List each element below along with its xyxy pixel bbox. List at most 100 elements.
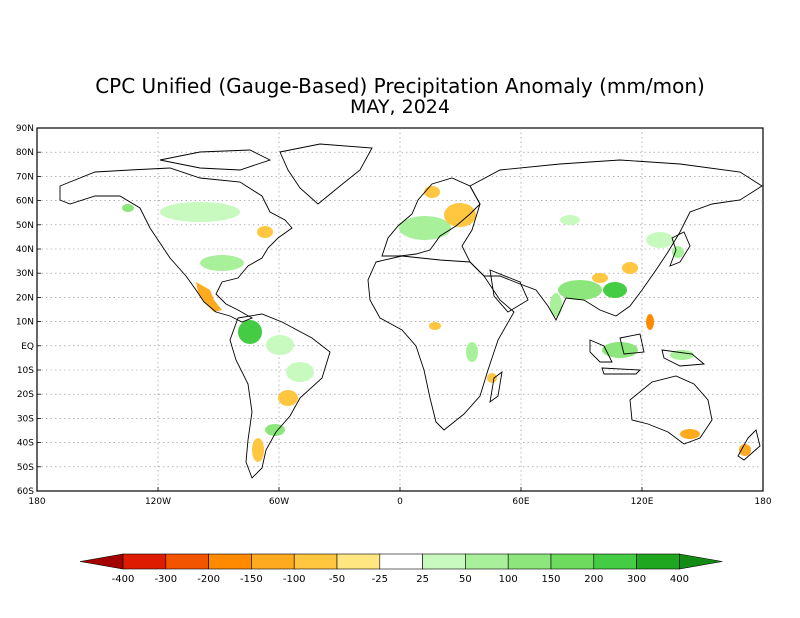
- anomaly-dry-mozambique: [487, 373, 497, 383]
- coast-new-zealand: [737, 429, 761, 461]
- colorbar-swatch: [208, 553, 252, 570]
- lon-tick-label: 0: [397, 497, 403, 507]
- anomaly-dry-china: [592, 273, 608, 283]
- coast-madagascar: [489, 370, 503, 404]
- anomaly-wet-south-china: [603, 282, 627, 298]
- anomaly-dry-new-zealand: [739, 444, 751, 456]
- anomaly-dry-east-china: [622, 262, 638, 274]
- coast-south-america: [229, 313, 331, 479]
- coast-asia: [461, 159, 763, 321]
- colorbar-swatch: [593, 553, 637, 570]
- lon-tick-label: 180: [754, 497, 771, 507]
- colorbar-swatch: [165, 553, 209, 570]
- colorbar-label: -100: [283, 574, 306, 585]
- latitude-ticks: 90N 80N 70N 60N 50N 40N 30N 20N 10N EQ 10S 20S 30S 40…: [16, 124, 41, 497]
- colorbar-swatch: [507, 553, 552, 570]
- anomaly-dry-philippines: [646, 314, 654, 330]
- anomaly-wet-europe: [399, 216, 451, 240]
- colorbar-label: 100: [499, 574, 518, 585]
- longitude-ticks: 180 120W 60W 0 60E 120E 180: [28, 487, 772, 507]
- colorbar-label: -300: [154, 574, 177, 585]
- colorbar-label: -400: [112, 574, 135, 585]
- lon-tick-label: 60W: [269, 497, 289, 507]
- anomaly-dry-mexico: [196, 282, 222, 312]
- anomaly-dry-west-africa: [429, 322, 441, 330]
- colorbar-swatch: [465, 553, 509, 570]
- lat-tick-label: 30N: [16, 269, 34, 279]
- colorbar-swatch: [122, 553, 167, 570]
- colorbar-swatch: [422, 553, 466, 570]
- coast-indonesia: [589, 333, 645, 375]
- anomaly-wet-east-africa: [466, 342, 478, 362]
- lat-tick-label: 70N: [16, 172, 34, 182]
- anomaly-wet-alaska: [122, 204, 134, 212]
- colorbar-label: 300: [627, 574, 646, 585]
- anomaly-shading: [122, 186, 751, 462]
- lat-tick-label: 20N: [16, 293, 34, 303]
- colorbar-label: -50: [329, 574, 345, 585]
- lat-tick-label: 60N: [16, 197, 34, 207]
- map-title: CPC Unified (Gauge-Based) Precipitation …: [95, 74, 705, 98]
- colorbar-swatch: [636, 553, 680, 570]
- colorbar-label: 150: [541, 574, 560, 585]
- anomaly-wet-colombia: [238, 320, 262, 344]
- lon-tick-label: 120E: [631, 497, 654, 507]
- lat-tick-label: 30S: [17, 414, 34, 424]
- lat-tick-label: 50S: [17, 463, 34, 473]
- anomaly-wet-amazon: [266, 335, 294, 355]
- colorbar-label: 50: [459, 574, 472, 585]
- anomaly-wet-north-china: [646, 232, 674, 248]
- coast-japan: [669, 231, 691, 267]
- anomaly-wet-us-south: [200, 255, 244, 271]
- map-subtitle: MAY, 2024: [350, 96, 450, 118]
- colorbar-arrow-low: [79, 553, 124, 570]
- anomaly-wet-se-brazil: [286, 362, 314, 382]
- lat-tick-label: EQ: [21, 342, 34, 352]
- colorbar-swatch: [550, 553, 595, 570]
- lon-tick-label: 60E: [512, 497, 529, 507]
- anomaly-dry-russia: [444, 203, 476, 227]
- colorbar: -400 -300 -200 -150 -100 -50 -25 25 50 100 150 200 3…: [79, 553, 723, 585]
- lon-tick-label: 120W: [145, 497, 171, 507]
- lat-tick-label: 10S: [17, 366, 34, 376]
- colorbar-label: 400: [670, 574, 689, 585]
- anomaly-dry-brazil: [278, 390, 298, 406]
- coast-new-guinea: [661, 349, 706, 367]
- coast-north-america: [59, 167, 293, 323]
- lat-tick-label: 10N: [16, 318, 34, 328]
- lat-tick-label: 90N: [16, 124, 34, 134]
- colorbar-swatch: [251, 553, 295, 570]
- lat-tick-label: 20S: [17, 390, 34, 400]
- lat-tick-label: 50N: [16, 221, 34, 231]
- colorbar-label: -25: [372, 574, 388, 585]
- anomaly-wet-new-guinea: [670, 350, 694, 360]
- coast-australia: [629, 375, 713, 445]
- anomaly-wet-maritime: [602, 342, 638, 358]
- lat-tick-label: 60S: [17, 487, 34, 497]
- anomaly-dry-east-coast: [257, 226, 273, 238]
- colorbar-label: 25: [416, 574, 429, 585]
- coastlines: [59, 143, 763, 479]
- colorbar-arrow-high: [679, 553, 723, 570]
- anomaly-dry-argentina: [252, 438, 264, 462]
- anomaly-wet-canada: [160, 202, 240, 222]
- colorbar-swatch: [379, 553, 423, 570]
- anomaly-wet-south-asia: [558, 280, 602, 300]
- colorbar-label: -200: [197, 574, 220, 585]
- colorbar-label: -150: [240, 574, 263, 585]
- lat-tick-label: 40S: [17, 439, 34, 449]
- coast-greenland: [279, 143, 373, 205]
- colorbar-label: 200: [584, 574, 603, 585]
- anomaly-wet-japan: [672, 246, 684, 258]
- lat-tick-label: 40N: [16, 245, 34, 255]
- colorbar-swatch: [293, 553, 338, 570]
- anomaly-wet-india-se: [550, 293, 562, 317]
- coast-arctic-islands: [159, 149, 272, 171]
- colorbar-swatch: [336, 553, 381, 570]
- anomaly-wet-central-asia: [560, 215, 580, 225]
- lon-tick-label: 180: [28, 497, 45, 507]
- lat-tick-label: 80N: [16, 148, 34, 158]
- anomaly-dry-scandinavia: [424, 186, 440, 198]
- anomaly-dry-se-australia: [680, 429, 700, 439]
